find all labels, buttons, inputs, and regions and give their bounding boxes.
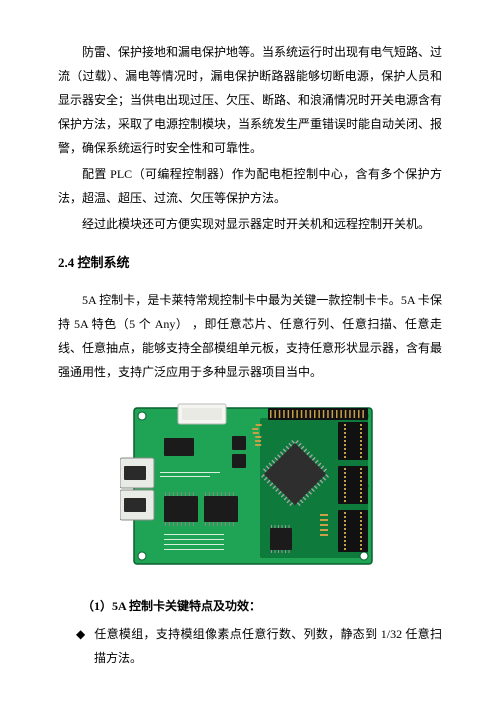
subheading: （1）5A 控制卡关键特点及功效： — [58, 594, 442, 618]
pcb-figure — [58, 402, 442, 578]
paragraph-2: 配置 PLC（可编程控制器）作为配电柜控制中心，含有多个保护方法，超温、超压、过… — [58, 162, 442, 210]
bullet-1: ◆任意模组，支持模组像素点任意行数、列数，静态到 1/32 任意扫描方法。 — [58, 622, 442, 670]
paragraph-3: 经过此模块还可方便实现对显示器定时开关机和远程控制开关机。 — [58, 212, 442, 236]
diamond-icon: ◆ — [76, 622, 94, 646]
paragraph-1: 防雷、保护接地和漏电保护地等。当系统运行时出现有电气短路、过流（过载）、漏电等情… — [58, 40, 442, 160]
section-heading: 2.4 控制系统 — [58, 250, 442, 276]
paragraph-4: 5A 控制卡，是卡莱特常规控制卡中最为关键一款控制卡卡。5A 卡保持 5A 特色… — [58, 288, 442, 384]
bullet-1-text: 任意模组，支持模组像素点任意行数、列数，静态到 1/32 任意扫描方法。 — [94, 627, 442, 665]
pcb-illustration — [120, 402, 380, 570]
